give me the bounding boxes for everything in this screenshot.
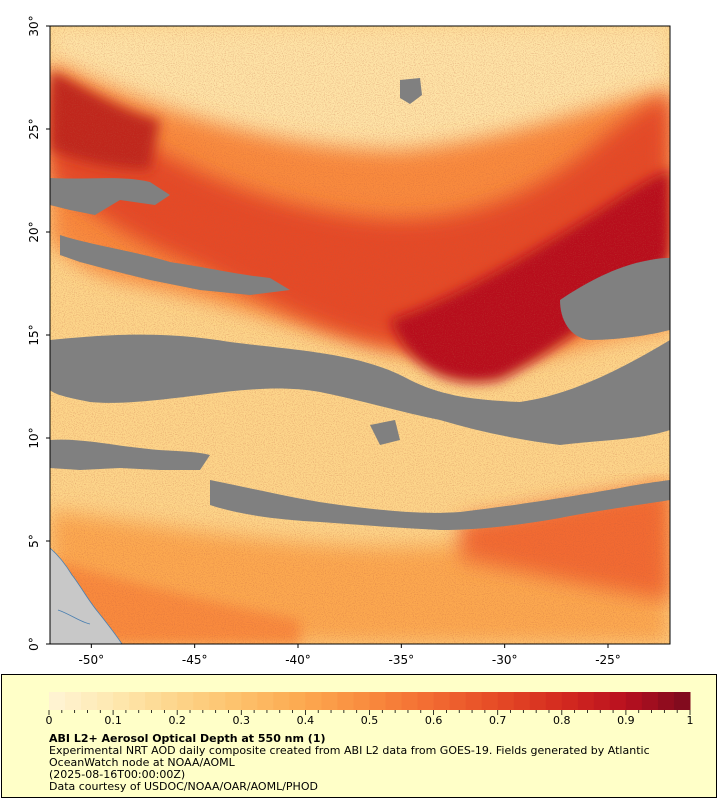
colorbar-swatch	[465, 692, 483, 710]
colorbar-swatch	[241, 692, 258, 710]
colorbar-swatch	[609, 692, 627, 710]
colorbar-swatch	[209, 692, 226, 710]
colorbar-swatch	[577, 692, 595, 710]
product-title: ABI L2+ Aerosol Optical Depth at 550 nm …	[49, 732, 326, 745]
colorbar-swatch	[497, 692, 515, 710]
colorbar: 0 0.1 0.2 0.3 0.4 0.5 0.6 0.7 0.8 0.9 1	[46, 692, 694, 727]
colorbar-swatch	[257, 692, 274, 710]
colorbar-swatch	[305, 692, 322, 710]
x-axis: -50° -45° -40° -35° -30° -25°	[79, 644, 621, 667]
colorbar-swatch	[561, 692, 579, 710]
colorbar-label: 0.6	[425, 714, 443, 727]
product-timestamp: (2025-08-16T00:00:00Z)	[49, 768, 186, 781]
data-credit: Data courtesy of USDOC/NOAA/OAR/AOML/PHO…	[49, 780, 318, 793]
colorbar-label: 0.7	[489, 714, 507, 727]
colorbar-label: 0	[46, 714, 53, 727]
x-tick-label: -50°	[79, 653, 105, 667]
colorbar-swatch	[673, 692, 691, 710]
legend-panel: 0 0.1 0.2 0.3 0.4 0.5 0.6 0.7 0.8 0.9 1 ABI L2+ Ae…	[1, 674, 717, 798]
colorbar-label: 0.5	[361, 714, 379, 727]
colorbar-swatch	[321, 692, 338, 710]
colorbar-swatch	[545, 692, 563, 710]
colorbar-swatch	[81, 692, 98, 710]
colorbar-swatch	[657, 692, 675, 710]
colorbar-label: 0.8	[553, 714, 571, 727]
colorbar-swatch	[417, 692, 435, 710]
y-tick-label: 15°	[27, 324, 41, 345]
colorbar-label: 0.3	[233, 714, 251, 727]
colorbar-swatch	[225, 692, 242, 710]
colorbar-swatch	[113, 692, 130, 710]
colorbar-swatch	[369, 692, 387, 710]
colorbar-label: 1	[687, 714, 694, 727]
colorbar-swatch	[65, 692, 82, 710]
y-tick-label: 0°	[27, 637, 41, 651]
y-tick-label: 25°	[27, 118, 41, 139]
colorbar-swatch	[273, 692, 290, 710]
colorbar-label: 0.2	[168, 714, 186, 727]
colorbar-swatch	[385, 692, 403, 710]
x-tick-label: -45°	[182, 653, 208, 667]
colorbar-swatch	[193, 692, 210, 710]
x-tick-label: -40°	[285, 653, 311, 667]
colorbar-swatch	[129, 692, 146, 710]
aod-map: -50° -45° -40° -35° -30° -25° 0° 5° 10° 15° 20° 25…	[27, 15, 671, 667]
colorbar-swatch	[49, 692, 66, 710]
x-tick-label: -35°	[389, 653, 415, 667]
x-tick-label: -25°	[595, 653, 621, 667]
colorbar-swatch	[529, 692, 547, 710]
colorbar-label: 0.1	[104, 714, 122, 727]
colorbar-swatch	[449, 692, 467, 710]
colorbar-label: 0.9	[617, 714, 635, 727]
colorbar-swatch	[353, 692, 370, 710]
y-axis: 0° 5° 10° 15° 20° 25° 30°	[27, 15, 50, 651]
colorbar-swatch	[625, 692, 643, 710]
colorbar-label: 0.4	[297, 714, 315, 727]
y-tick-label: 10°	[27, 427, 41, 448]
colorbar-swatch	[433, 692, 451, 710]
y-tick-label: 30°	[27, 15, 41, 36]
colorbar-swatch	[145, 692, 162, 710]
x-tick-label: -30°	[492, 653, 518, 667]
colorbar-swatch	[513, 692, 531, 710]
colorbar-swatch	[161, 692, 178, 710]
colorbar-swatch	[337, 692, 354, 710]
y-tick-label: 5°	[27, 534, 41, 548]
colorbar-swatch	[593, 692, 611, 710]
colorbar-swatch	[289, 692, 306, 710]
colorbar-swatch	[97, 692, 114, 710]
aod-field	[50, 26, 670, 644]
colorbar-swatch	[177, 692, 194, 710]
land-south-america	[50, 547, 123, 644]
colorbar-swatch	[481, 692, 499, 710]
colorbar-swatch	[641, 692, 659, 710]
y-tick-label: 20°	[27, 221, 41, 242]
product-description: Experimental NRT AOD daily composite cre…	[49, 744, 650, 769]
colorbar-swatch	[401, 692, 419, 710]
